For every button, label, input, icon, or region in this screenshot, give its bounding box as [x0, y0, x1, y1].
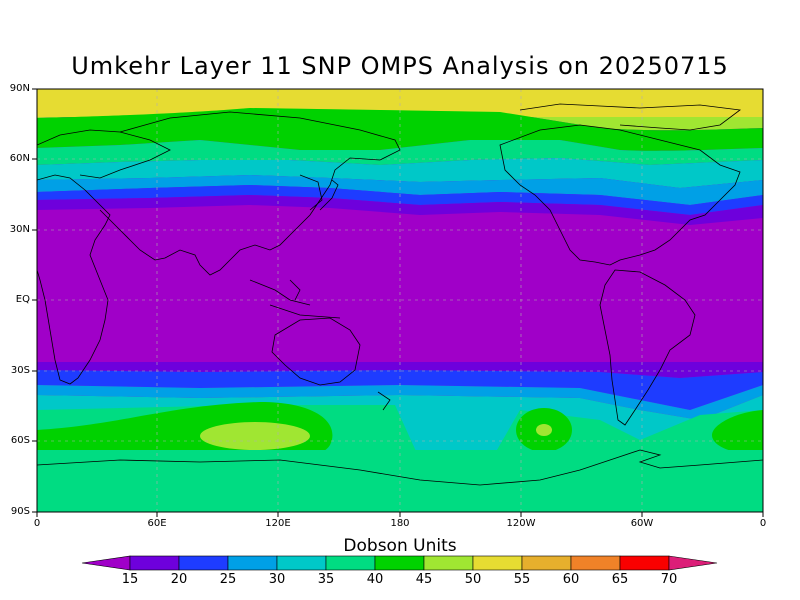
colorbar-swatch: [619, 555, 670, 571]
coastlines: [37, 103, 763, 486]
x-tick-label: 60W: [630, 518, 654, 529]
y-tick-label: EQ: [15, 294, 30, 305]
colorbar-level-label: 25: [219, 572, 237, 587]
grid-lines: [37, 89, 763, 512]
colorbar-swatch: [423, 555, 474, 571]
x-tick-label: 120E: [265, 518, 291, 529]
colorbar-swatch: [472, 555, 523, 571]
colorbar-level-label: 45: [415, 572, 433, 587]
x-tick-label: 60E: [147, 518, 167, 529]
colorbar-max-triangle: [668, 555, 718, 571]
colorbar-level-label: 60: [562, 572, 580, 587]
colorbar-swatch: [325, 555, 376, 571]
colorbar-swatch: [178, 555, 229, 571]
x-tick-label: 120W: [506, 518, 536, 529]
colorbar-level-label: 35: [317, 572, 335, 587]
colorbar-title: Dobson Units: [343, 536, 457, 556]
y-tick-label: 90N: [9, 83, 30, 94]
colorbar-swatch: [374, 555, 425, 571]
colorbar-swatch: [521, 555, 572, 571]
colorbar-swatch: [129, 555, 180, 571]
colorbar-level-label: 70: [660, 572, 678, 587]
colorbar-swatch: [227, 555, 278, 571]
x-tick-label: 0: [33, 518, 41, 529]
colorbar-level-label: 50: [464, 572, 482, 587]
colorbar-swatch: [276, 555, 327, 571]
colorbar-level-label: 55: [513, 572, 531, 587]
x-tick-label: 0: [759, 518, 767, 529]
colorbar-level-label: 30: [268, 572, 286, 587]
y-tick-label: 60N: [9, 153, 30, 164]
x-tick-label: 180: [390, 518, 410, 529]
colorbar-level-label: 20: [170, 572, 188, 587]
y-tick-label: 60S: [10, 435, 30, 446]
colorbar: [81, 555, 718, 571]
colorbar-level-label: 65: [611, 572, 629, 587]
axis-ticks: [32, 88, 764, 517]
colorbar-min-triangle: [81, 555, 131, 571]
colorbar-swatch: [570, 555, 621, 571]
colorbar-level-label: 40: [366, 572, 384, 587]
map-title: Umkehr Layer 11 SNP OMPS Analysis on 202…: [71, 52, 729, 80]
colorbar-level-label: 15: [121, 572, 139, 587]
y-tick-label: 30N: [9, 224, 30, 235]
y-tick-label: 30S: [10, 365, 30, 376]
y-tick-label: 90S: [10, 506, 30, 517]
